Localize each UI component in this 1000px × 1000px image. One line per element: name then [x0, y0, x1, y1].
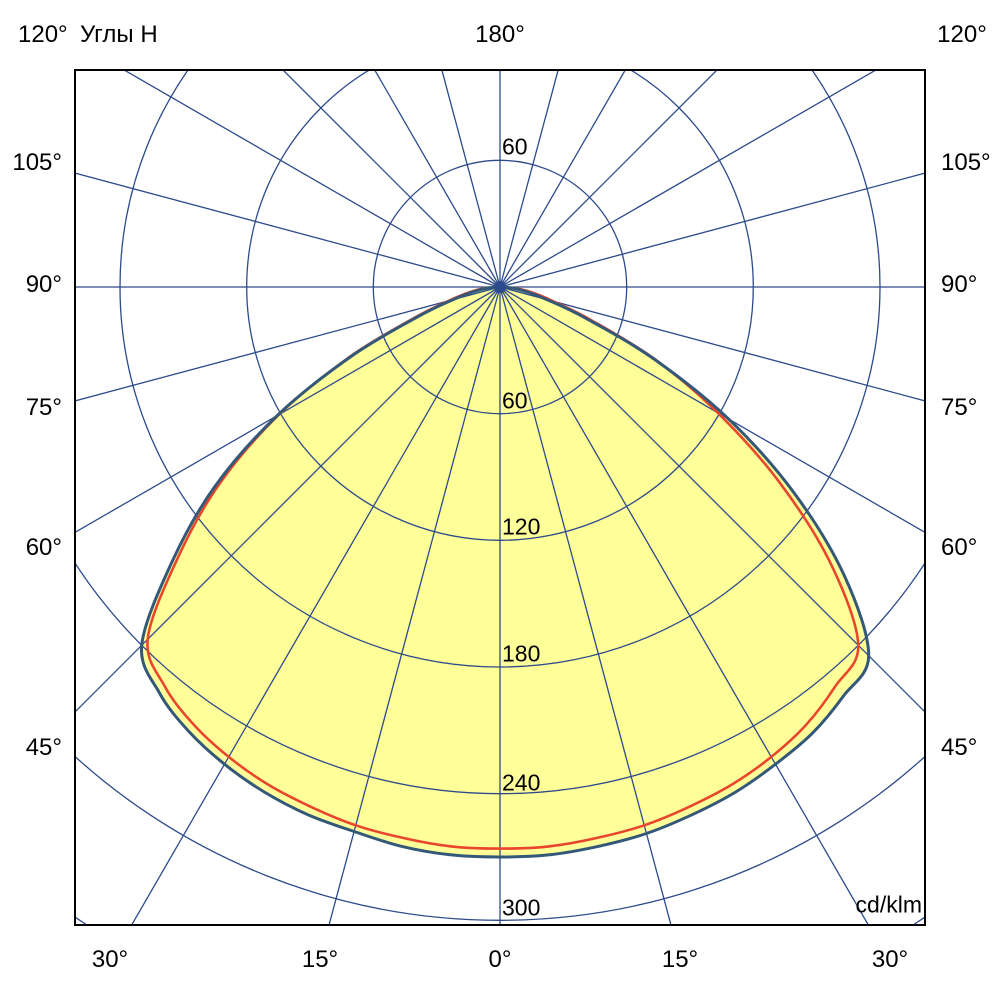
angle-label-30-bottom-left: 30°: [91, 946, 129, 973]
unit-label: cd/klm: [855, 891, 922, 918]
ring-label-60-upper: 60: [502, 133, 528, 160]
ring-label-60: 60: [502, 387, 528, 414]
angle-label-75-right: 75°: [941, 394, 978, 421]
angle-label-105-left: 105°: [12, 149, 62, 176]
angle-label-15-bottom-left: 15°: [301, 946, 339, 973]
angle-label-45-right: 45°: [941, 734, 978, 761]
angle-label-60-left: 60°: [25, 534, 62, 561]
chart-title: Углы H: [80, 21, 158, 48]
angle-label-45-left: 45°: [25, 734, 62, 761]
angle-label-180-top: 180°: [475, 21, 525, 48]
angle-label-120-top-right: 120°: [937, 21, 987, 48]
angle-label-30-bottom-right: 30°: [871, 946, 909, 973]
angle-label-75-left: 75°: [25, 394, 62, 421]
angle-label-15-bottom-right: 15°: [661, 946, 699, 973]
angle-label-90-left: 90°: [25, 271, 62, 298]
ring-label-120: 120: [502, 513, 541, 540]
angle-label-0-bottom: 0°: [488, 946, 512, 973]
angle-label-60-right: 60°: [941, 534, 978, 561]
angle-label-90-right: 90°: [941, 271, 978, 298]
angle-label-105-right: 105°: [941, 149, 991, 176]
angle-label-120-top-left: 120°: [18, 21, 68, 48]
ring-label-180: 180: [502, 640, 541, 667]
ring-label-300: 300: [502, 894, 541, 921]
ring-label-240: 240: [502, 769, 541, 796]
